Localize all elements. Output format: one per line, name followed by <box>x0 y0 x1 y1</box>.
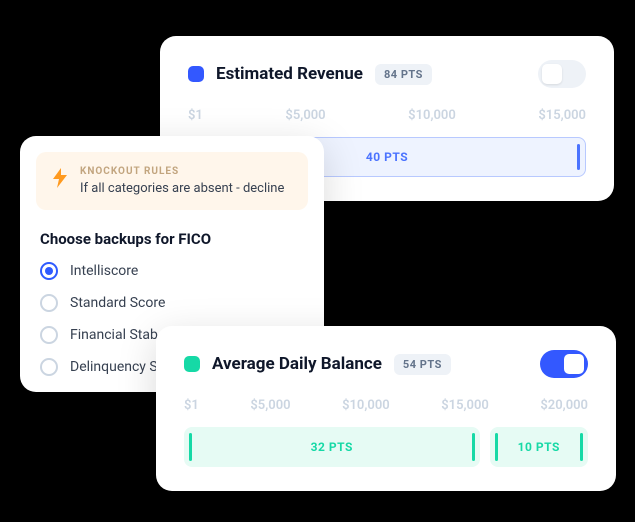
bar-label: 10 PTS <box>518 440 560 454</box>
tick-label: $1 <box>184 398 199 413</box>
tick-label: $5,000 <box>250 398 290 413</box>
range-bar[interactable]: 10 PTS <box>490 427 589 467</box>
drag-handle-right[interactable] <box>472 433 475 461</box>
radio-option-intelliscore[interactable]: Intelliscore <box>40 262 304 280</box>
radio-label: Delinquency S <box>70 359 158 375</box>
tick-label: $10,000 <box>342 398 390 413</box>
drag-handle-left[interactable] <box>189 433 192 461</box>
points-badge: 84 PTS <box>375 64 432 85</box>
range-bar[interactable]: 32 PTS <box>184 427 480 467</box>
knockout-label: KNOCKOUT RULES <box>80 166 284 177</box>
toggle-switch[interactable] <box>540 350 588 378</box>
knockout-rules-banner: KNOCKOUT RULES If all categories are abs… <box>36 152 308 210</box>
color-swatch <box>184 356 200 372</box>
radio-label: Intelliscore <box>70 263 138 279</box>
tick-label: $15,000 <box>441 398 489 413</box>
tick-label: $20,000 <box>540 398 588 413</box>
card-header: Estimated Revenue 84 PTS <box>188 60 586 88</box>
drag-handle-right[interactable] <box>577 144 580 170</box>
card-title: Average Daily Balance <box>212 354 382 374</box>
radio-button[interactable] <box>40 358 58 376</box>
bar-label: 32 PTS <box>311 440 353 454</box>
radio-button[interactable] <box>40 294 58 312</box>
radio-label: Financial Stab <box>70 327 158 343</box>
range-bars: 32 PTS 10 PTS <box>184 427 588 467</box>
tick-label: $1 <box>188 108 203 123</box>
card-header: Average Daily Balance 54 PTS <box>184 350 588 378</box>
knockout-text: If all categories are absent - decline <box>80 181 284 196</box>
points-badge: 54 PTS <box>394 354 451 375</box>
axis-ticks: $1 $5,000 $10,000 $15,000 <box>188 108 586 123</box>
drag-handle-left[interactable] <box>495 433 498 461</box>
card-title: Estimated Revenue <box>216 64 363 84</box>
drag-handle-right[interactable] <box>580 433 583 461</box>
bolt-icon <box>52 168 68 193</box>
toggle-switch[interactable] <box>538 60 586 88</box>
radio-option-standard-score[interactable]: Standard Score <box>40 294 304 312</box>
tick-label: $5,000 <box>285 108 325 123</box>
section-title: Choose backups for FICO <box>40 230 304 248</box>
color-swatch <box>188 66 204 82</box>
bar-label: 40 PTS <box>366 150 408 164</box>
radio-button[interactable] <box>40 262 58 280</box>
radio-button[interactable] <box>40 326 58 344</box>
axis-ticks: $1 $5,000 $10,000 $15,000 $20,000 <box>184 398 588 413</box>
radio-label: Standard Score <box>70 295 165 311</box>
tick-label: $15,000 <box>538 108 586 123</box>
tick-label: $10,000 <box>408 108 456 123</box>
avg-daily-balance-card: Average Daily Balance 54 PTS $1 $5,000 $… <box>156 326 616 491</box>
